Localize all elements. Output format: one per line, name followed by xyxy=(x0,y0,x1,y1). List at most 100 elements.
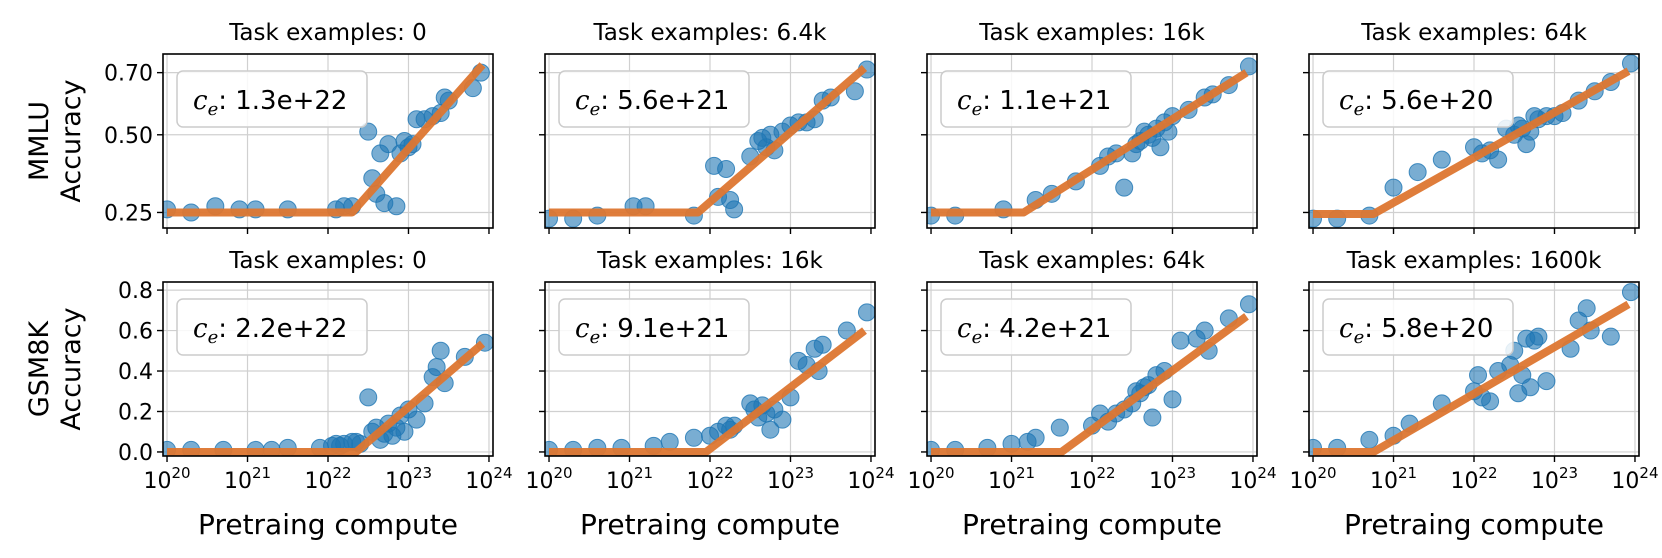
x-tick-label: 1023 xyxy=(385,464,432,494)
panel: ce: 2.2e+22 Task examples: 0 0.0 0.2 0.4 0.6 0… xyxy=(118,248,513,541)
ylabel-metric: MMLU xyxy=(24,101,55,181)
x-tick-label: 1020 xyxy=(907,464,954,494)
panel-title: Task examples: 64k xyxy=(1360,20,1587,46)
data-point xyxy=(407,410,426,429)
y-tick-label: 0.70 xyxy=(104,62,153,87)
x-tick-label: 1022 xyxy=(304,464,351,494)
ce-annotation: ce: 1.1e+21 xyxy=(957,86,1111,120)
fit-line xyxy=(931,313,1249,456)
data-point xyxy=(717,159,736,178)
ce-annotation: ce: 2.2e+22 xyxy=(193,314,347,348)
y-tick-label: 0.4 xyxy=(118,360,153,385)
data-point xyxy=(1171,331,1190,350)
ce-box xyxy=(1322,298,1514,356)
ce-box xyxy=(558,298,750,356)
data-point xyxy=(1621,54,1639,73)
x-tick-label: 1023 xyxy=(1531,464,1578,494)
row-ylabel: GSM8K Accuracy xyxy=(24,307,87,430)
data-point xyxy=(1621,283,1639,302)
panel: ce: 5.8e+20 Task examples: 1600k 1020 1021 1… xyxy=(1289,248,1658,541)
x-tick-label: 1024 xyxy=(1229,464,1276,494)
y-tick-label: 0.8 xyxy=(118,279,153,304)
data-point xyxy=(431,341,450,360)
data-point xyxy=(813,335,832,354)
x-axis-label: Pretraing compute xyxy=(198,508,458,541)
row-ylabel: MMLU Accuracy xyxy=(24,79,87,202)
data-point xyxy=(773,410,792,429)
x-axis-label: Pretraing compute xyxy=(580,508,840,541)
x-axis-label: Pretraing compute xyxy=(1344,508,1604,541)
fit-line xyxy=(1313,300,1631,456)
x-tick-label: 1024 xyxy=(1611,464,1658,494)
panel-title: Task examples: 1600k xyxy=(1346,248,1603,274)
x-tick-label: 1021 xyxy=(988,464,1035,494)
panel-title: Task examples: 0 xyxy=(228,248,427,274)
panel-title: Task examples: 16k xyxy=(978,20,1205,46)
data-point xyxy=(857,303,875,322)
data-point xyxy=(1143,408,1162,427)
ce-box xyxy=(558,70,750,128)
panel-title: Task examples: 0 xyxy=(228,20,427,46)
data-point xyxy=(837,321,856,340)
ylabel-metric: GSM8K xyxy=(24,320,55,418)
ce-annotation: ce: 4.2e+21 xyxy=(957,314,1111,348)
y-tick-label: 0.0 xyxy=(118,441,153,466)
fit-line xyxy=(167,62,486,217)
data-point xyxy=(684,428,703,447)
y-tick-label: 0.2 xyxy=(118,400,153,425)
x-tick-label: 1024 xyxy=(847,464,894,494)
data-point xyxy=(1026,428,1045,447)
panel: ce: 1.3e+22 Task examples: 0 0.25 0.50 0.70 xyxy=(104,20,494,234)
x-tick-label: 1023 xyxy=(1149,464,1196,494)
data-point xyxy=(1537,372,1556,391)
x-tick-label: 1022 xyxy=(1068,464,1115,494)
data-point xyxy=(359,388,378,407)
data-point xyxy=(359,122,378,141)
ce-box xyxy=(940,70,1132,128)
ce-box xyxy=(176,298,368,356)
ylabel-accuracy: Accuracy xyxy=(56,79,87,202)
x-axis-label: Pretraing compute xyxy=(962,508,1222,541)
panel: ce: 4.2e+21 Task examples: 64k 1020 1021 102… xyxy=(907,248,1276,541)
x-tick-label: 1020 xyxy=(143,464,190,494)
ce-annotation: ce: 5.8e+20 xyxy=(1339,314,1493,348)
x-tick-label: 1020 xyxy=(525,464,572,494)
data-point xyxy=(1481,392,1500,411)
data-point xyxy=(1601,327,1620,346)
x-tick-label: 1021 xyxy=(1370,464,1417,494)
ce-box xyxy=(940,298,1132,356)
x-tick-label: 1023 xyxy=(767,464,814,494)
x-tick-label: 1020 xyxy=(1289,464,1336,494)
panel-title: Task examples: 64k xyxy=(978,248,1205,274)
data-point xyxy=(660,432,679,451)
ce-annotation: ce: 9.1e+21 xyxy=(575,314,729,348)
data-point xyxy=(1151,138,1170,157)
x-tick-label: 1021 xyxy=(224,464,271,494)
data-point xyxy=(1195,321,1214,340)
data-point xyxy=(1384,178,1403,197)
panel-title: Task examples: 16k xyxy=(596,248,823,274)
data-point xyxy=(761,420,780,439)
data-point xyxy=(1529,327,1548,346)
fit-line xyxy=(549,64,868,217)
data-point xyxy=(1115,178,1134,197)
data-point xyxy=(1489,150,1508,169)
panel: ce: 5.6e+20 Task examples: 64k xyxy=(1303,20,1640,234)
data-point xyxy=(1408,163,1427,182)
fit-line xyxy=(931,69,1249,217)
y-tick-label: 0.50 xyxy=(104,124,153,149)
data-point xyxy=(1469,366,1488,385)
fit-line xyxy=(1313,67,1631,218)
data-point xyxy=(1360,430,1379,449)
x-tick-label: 1021 xyxy=(606,464,653,494)
x-tick-label: 1022 xyxy=(686,464,733,494)
panel: ce: 9.1e+21 Task examples: 16k 1020 1021 102… xyxy=(525,248,894,541)
panel: ce: 1.1e+21 Task examples: 16k xyxy=(921,20,1258,234)
data-point xyxy=(1521,378,1540,397)
data-point xyxy=(1239,295,1257,314)
ylabel-accuracy: Accuracy xyxy=(56,307,87,430)
data-point xyxy=(725,200,744,219)
ce-box xyxy=(176,70,368,128)
ce-box xyxy=(1322,70,1514,128)
